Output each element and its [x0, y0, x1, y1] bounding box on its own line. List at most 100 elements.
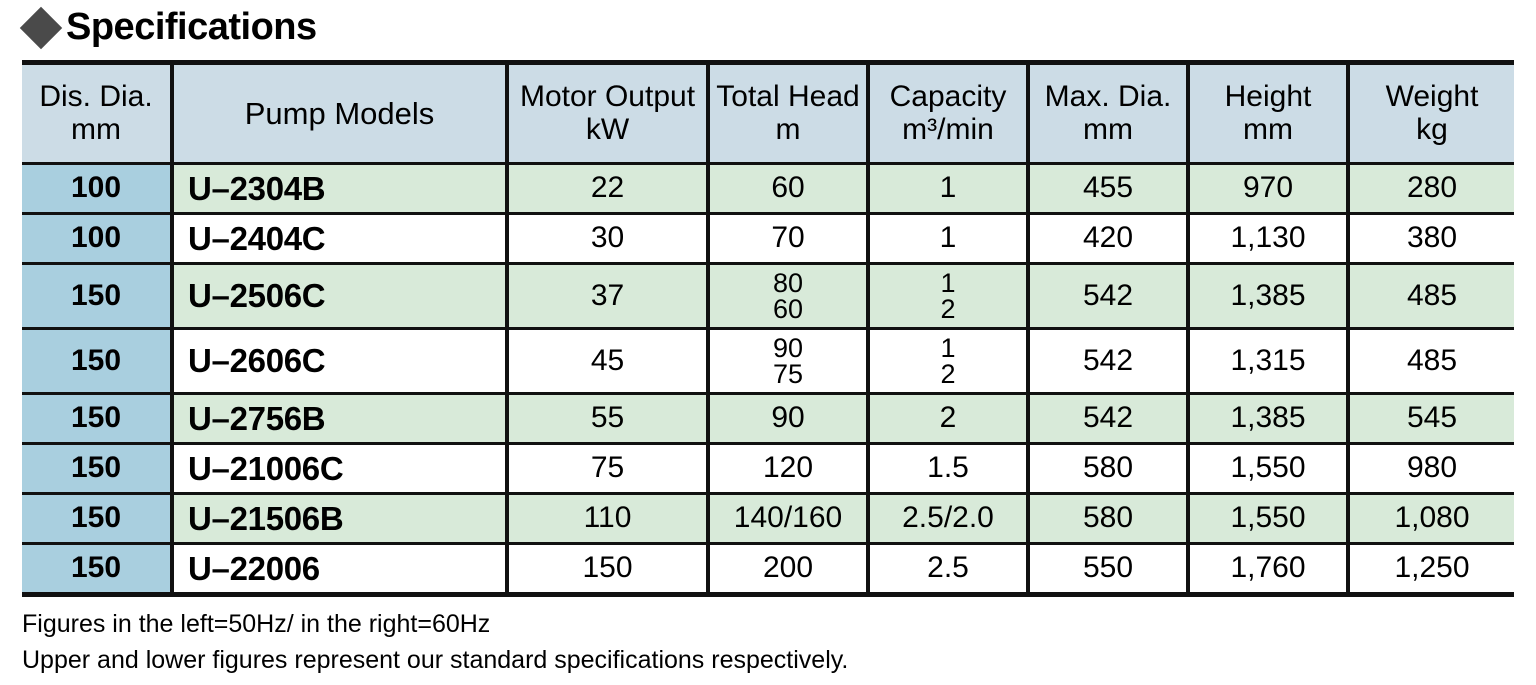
cell-capacity: 2.5 — [866, 542, 1030, 592]
cell-weight: 380 — [1346, 212, 1514, 265]
column-header-pump-models: Pump Models — [170, 65, 509, 165]
footnote-frequency: Figures in the left=50Hz/ in the right=6… — [22, 610, 491, 638]
cell-total-head: 70 — [706, 212, 870, 265]
cell-capacity: 2 — [866, 392, 1030, 445]
table-header: Dis. Dia. mm Pump Models Motor Output kW… — [22, 65, 1514, 165]
cell-total-head-stacked: 90 75 — [710, 334, 866, 389]
cell-total-head: 90 — [706, 392, 870, 445]
cell-capacity-lower: 2 — [940, 294, 956, 324]
table-body: 100 U–2304B 22 60 1 455 970 280 100 U–2404C 30 70 1 4… — [22, 162, 1514, 592]
cell-pump-model: U–2304B — [170, 162, 509, 215]
cell-max-dia: 542 — [1026, 327, 1190, 395]
cell-dis-dia: 150 — [22, 327, 174, 395]
cell-capacity-upper: 1 — [940, 267, 956, 298]
cell-height: 1,130 — [1186, 212, 1350, 265]
cell-dis-dia: 150 — [22, 442, 174, 495]
cell-motor-output: 150 — [505, 542, 710, 592]
column-header-height: Height mm — [1186, 65, 1350, 165]
cell-height: 1,385 — [1186, 262, 1350, 330]
page-title: Specifications — [66, 6, 317, 48]
cell-motor-output: 55 — [505, 392, 710, 445]
cell-total-head: 60 — [706, 162, 870, 215]
footnote-standard-spec: Upper and lower figures represent our st… — [22, 645, 849, 674]
cell-max-dia: 580 — [1026, 442, 1190, 495]
column-header-capacity: Capacity m³/min — [866, 65, 1030, 165]
cell-capacity: 1 — [866, 162, 1030, 215]
column-header-max-dia: Max. Dia. mm — [1026, 65, 1190, 165]
cell-dis-dia: 150 — [22, 262, 174, 330]
cell-weight: 545 — [1346, 392, 1514, 445]
column-header-height-label: Height — [1224, 80, 1312, 114]
cell-total-head: 90 75 — [706, 327, 870, 395]
cell-pump-model: U–2506C — [170, 262, 509, 330]
table-row: 150 U–21506B 110 140/160 2.5/2.0 580 1,550 1,08… — [22, 492, 1514, 545]
cell-total-head: 120 — [706, 442, 870, 495]
cell-motor-output: 75 — [505, 442, 710, 495]
table-footnotes: Figures in the left=50Hz/ in the right=6… — [22, 607, 1536, 678]
column-header-total-head-unit: m — [775, 112, 801, 146]
cell-motor-output: 37 — [505, 262, 710, 330]
table-row: 100 U–2404C 30 70 1 420 1,130 380 — [22, 212, 1514, 265]
cell-height: 1,550 — [1186, 492, 1350, 545]
cell-weight: 980 — [1346, 442, 1514, 495]
cell-weight: 280 — [1346, 162, 1514, 215]
cell-height: 1,315 — [1186, 327, 1350, 395]
cell-max-dia: 542 — [1026, 262, 1190, 330]
cell-weight: 1,080 — [1346, 492, 1514, 545]
cell-height: 1,385 — [1186, 392, 1350, 445]
column-header-capacity-unit: m³/min — [902, 112, 994, 146]
cell-pump-model: U–21506B — [170, 492, 509, 545]
cell-max-dia: 455 — [1026, 162, 1190, 215]
column-header-total-head-label: Total Head — [716, 80, 860, 114]
column-header-total-head: Total Head m — [706, 65, 870, 165]
cell-pump-model: U–2756B — [170, 392, 509, 445]
column-header-dis-dia-unit: mm — [71, 112, 121, 146]
cell-max-dia: 580 — [1026, 492, 1190, 545]
cell-height: 1,550 — [1186, 442, 1350, 495]
cell-total-head-stacked: 80 60 — [710, 269, 866, 324]
cell-weight: 485 — [1346, 327, 1514, 395]
diamond-bullet-icon — [19, 6, 63, 50]
column-header-height-unit: mm — [1243, 112, 1293, 146]
table-row: 150 U–2756B 55 90 2 542 1,385 545 — [22, 392, 1514, 445]
cell-capacity-lower: 2 — [940, 359, 956, 389]
column-header-weight-label: Weight — [1385, 80, 1479, 114]
cell-dis-dia: 150 — [22, 492, 174, 545]
column-header-pump-models-label: Pump Models — [244, 95, 435, 131]
specifications-table: Dis. Dia. mm Pump Models Motor Output kW… — [22, 65, 1514, 592]
cell-height: 970 — [1186, 162, 1350, 215]
cell-dis-dia: 100 — [22, 212, 174, 265]
column-header-max-dia-label: Max. Dia. — [1044, 80, 1172, 114]
cell-capacity: 2.5/2.0 — [866, 492, 1030, 545]
cell-total-head: 200 — [706, 542, 870, 592]
table-row: 150 U–2606C 45 90 75 1 2 542 1,315 485 — [22, 327, 1514, 395]
column-header-weight-unit: kg — [1416, 112, 1448, 146]
column-header-motor-output-label: Motor Output — [519, 80, 696, 114]
column-header-max-dia-unit: mm — [1083, 112, 1133, 146]
cell-motor-output: 45 — [505, 327, 710, 395]
cell-motor-output: 22 — [505, 162, 710, 215]
cell-capacity: 1 — [866, 212, 1030, 265]
column-header-motor-output-unit: kW — [585, 112, 630, 146]
cell-dis-dia: 100 — [22, 162, 174, 215]
cell-motor-output: 110 — [505, 492, 710, 545]
cell-max-dia: 550 — [1026, 542, 1190, 592]
cell-total-head-lower: 75 — [772, 359, 804, 389]
cell-pump-model: U–21006C — [170, 442, 509, 495]
cell-weight: 1,250 — [1346, 542, 1514, 592]
cell-pump-model: U–2404C — [170, 212, 509, 265]
cell-total-head-lower: 60 — [772, 294, 804, 324]
cell-pump-model: U–22006 — [170, 542, 509, 592]
table-row: 150 U–21006C 75 120 1.5 580 1,550 980 — [22, 442, 1514, 495]
cell-total-head: 80 60 — [706, 262, 870, 330]
cell-dis-dia: 150 — [22, 542, 174, 592]
specifications-table-wrapper: Dis. Dia. mm Pump Models Motor Output kW… — [22, 60, 1514, 597]
cell-total-head: 140/160 — [706, 492, 870, 545]
cell-height: 1,760 — [1186, 542, 1350, 592]
cell-pump-model: U–2606C — [170, 327, 509, 395]
table-row: 100 U–2304B 22 60 1 455 970 280 — [22, 162, 1514, 215]
column-header-dis-dia-label: Dis. Dia. — [39, 80, 153, 114]
